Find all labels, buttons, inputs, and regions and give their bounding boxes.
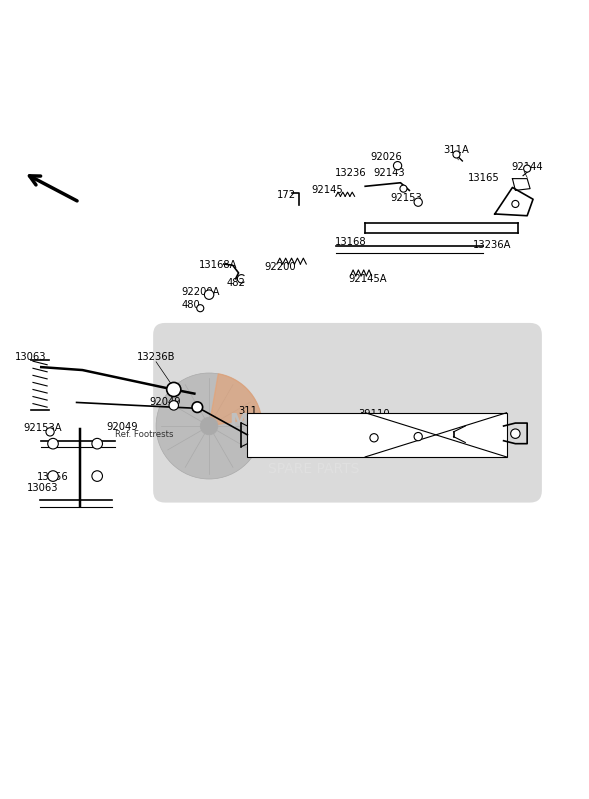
- Circle shape: [200, 417, 218, 435]
- Text: 172: 172: [277, 190, 296, 200]
- Text: 13236A: 13236A: [472, 240, 511, 249]
- Text: MOTORCYCLE: MOTORCYCLE: [259, 440, 396, 459]
- Text: 92145A: 92145A: [349, 274, 388, 284]
- Text: MSP: MSP: [230, 412, 277, 431]
- Circle shape: [414, 198, 422, 206]
- Text: Ref. Footrests: Ref. Footrests: [115, 431, 174, 439]
- Text: 13156: 13156: [37, 472, 69, 483]
- Text: 92153A: 92153A: [24, 423, 62, 433]
- Circle shape: [197, 304, 204, 312]
- Text: 92145: 92145: [311, 185, 343, 195]
- Text: 311: 311: [238, 406, 257, 416]
- Text: 13063: 13063: [15, 352, 47, 362]
- Circle shape: [48, 471, 58, 481]
- Text: 92049: 92049: [107, 422, 138, 432]
- Circle shape: [393, 161, 402, 170]
- Text: 92049: 92049: [149, 397, 181, 407]
- Circle shape: [204, 290, 214, 300]
- Text: 92143: 92143: [373, 169, 405, 178]
- Polygon shape: [209, 374, 262, 426]
- Text: 13236C: 13236C: [434, 428, 473, 438]
- FancyBboxPatch shape: [153, 323, 542, 503]
- Circle shape: [370, 434, 378, 442]
- Circle shape: [156, 373, 262, 479]
- Text: 92015: 92015: [351, 428, 383, 438]
- Text: 92144: 92144: [511, 162, 543, 172]
- Circle shape: [92, 439, 102, 449]
- Text: 482: 482: [226, 279, 245, 288]
- Text: 480: 480: [182, 300, 201, 310]
- Circle shape: [192, 402, 203, 412]
- Circle shape: [400, 185, 407, 193]
- Circle shape: [414, 432, 422, 441]
- Circle shape: [453, 151, 460, 158]
- Text: 13165: 13165: [468, 173, 500, 183]
- Text: 92153A: 92153A: [396, 428, 435, 438]
- Text: 13236B: 13236B: [137, 352, 176, 362]
- Circle shape: [524, 165, 531, 172]
- Text: 13168A: 13168A: [198, 260, 237, 270]
- Text: 13236: 13236: [335, 169, 366, 178]
- Text: 13063: 13063: [27, 483, 59, 493]
- Text: 92200A: 92200A: [181, 288, 220, 297]
- Circle shape: [46, 427, 54, 436]
- Circle shape: [511, 429, 520, 439]
- Bar: [247, 413, 507, 457]
- Text: 13168: 13168: [335, 237, 366, 247]
- Circle shape: [48, 439, 58, 449]
- Circle shape: [92, 471, 102, 481]
- Text: 39110: 39110: [358, 408, 390, 419]
- Text: SPARE PARTS: SPARE PARTS: [268, 462, 359, 476]
- Text: 311A: 311A: [444, 145, 469, 155]
- Circle shape: [167, 383, 181, 396]
- Circle shape: [169, 400, 178, 410]
- Text: 92153: 92153: [391, 193, 422, 203]
- Text: 92200: 92200: [264, 262, 296, 272]
- Circle shape: [512, 201, 519, 208]
- Text: 92026: 92026: [370, 152, 402, 162]
